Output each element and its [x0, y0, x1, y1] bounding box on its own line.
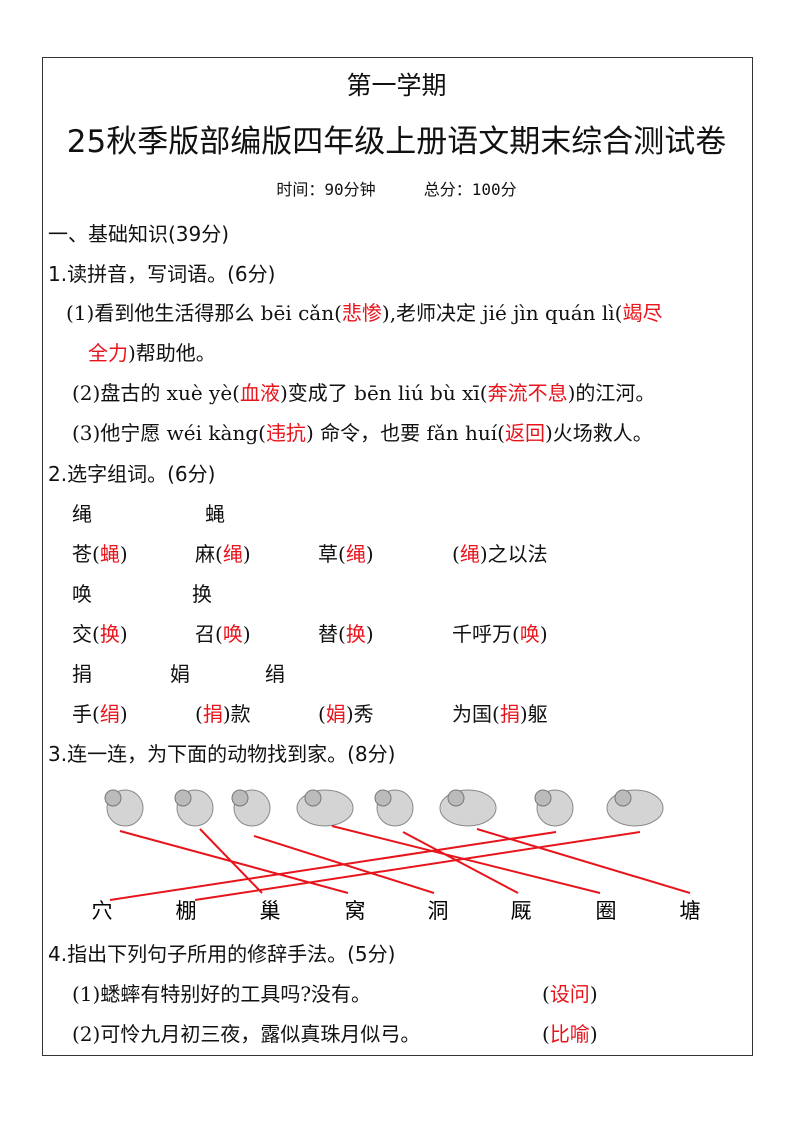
- answer: 唤: [222, 622, 243, 646]
- q1-sentence-2: (2)盘古的 xuè yè(血液)变成了 bēn liú bù xī(奔流不息)…: [72, 381, 656, 405]
- mouse-icon: [231, 789, 271, 827]
- term-label: 第一学期: [346, 71, 447, 100]
- q4-answer-1: (设问): [542, 982, 598, 1006]
- word-item: (捐)款: [195, 702, 251, 726]
- bird-icon: [104, 789, 144, 827]
- answer: 绢: [99, 702, 120, 726]
- answer: 绳: [345, 542, 366, 566]
- question-1-title: 1.读拼音，写词语。(6分): [48, 262, 276, 286]
- fish-icon: [439, 789, 497, 827]
- match-line: [109, 831, 557, 901]
- word-item: 苍(蝇): [72, 542, 128, 566]
- answer: 娟: [325, 702, 346, 726]
- option-char: 捐: [72, 662, 92, 686]
- home-label: 洞: [428, 899, 449, 923]
- answer: 血液: [239, 381, 280, 405]
- answer: 返回: [504, 421, 545, 445]
- answer: 唤: [519, 622, 540, 646]
- match-line: [402, 831, 519, 894]
- answer: 换: [345, 622, 366, 646]
- tiger-icon: [606, 789, 664, 827]
- word-item: (娟)秀: [318, 702, 374, 726]
- answer: 蝇: [99, 542, 120, 566]
- answer: 绳: [459, 542, 480, 566]
- q4-answer-2: (比喻): [542, 1022, 598, 1046]
- home-label: 棚: [176, 899, 197, 923]
- word-item: 召(唤): [195, 622, 251, 646]
- home-label: 巢: [260, 899, 281, 923]
- option-char: 绳: [72, 502, 92, 526]
- word-item: 为国(捐)躯: [452, 702, 548, 726]
- answer: 奔流不息: [487, 381, 568, 405]
- q1-sentence-3: (3)他宁愿 wéi kàng(违抗) 命令，也要 fǎn huí(返回)火场救…: [72, 421, 653, 445]
- answer: 竭尽: [622, 301, 663, 325]
- question-4-title: 4.指出下列句子所用的修辞手法。(5分): [48, 942, 396, 966]
- option-char: 绢: [265, 662, 285, 686]
- total-score: 总分：100分: [423, 180, 517, 199]
- answer: 捐: [202, 702, 223, 726]
- answer: 违抗: [265, 421, 306, 445]
- match-line: [119, 830, 349, 894]
- home-label: 厩: [511, 899, 532, 923]
- dog-icon: [174, 789, 214, 827]
- word-item: 交(换): [72, 622, 128, 646]
- pig-icon: [296, 789, 354, 827]
- word-item: 手(绢): [72, 702, 128, 726]
- option-char: 换: [192, 582, 212, 606]
- exam-info: 时间：90分钟 总分：100分: [0, 176, 793, 200]
- word-item: 草(绳): [318, 542, 374, 566]
- answer: 全力: [88, 341, 128, 365]
- question-3-title: 3.连一连，为下面的动物找到家。(8分): [48, 742, 396, 766]
- home-label: 圈: [596, 899, 617, 923]
- answer: 绳: [222, 542, 243, 566]
- home-label: 塘: [680, 899, 701, 923]
- word-item: (绳)之以法: [452, 542, 548, 566]
- match-line: [476, 828, 691, 894]
- word-item: 千呼万(唤): [452, 622, 548, 646]
- time-limit: 时间：90分钟: [276, 180, 376, 199]
- match-line: [199, 828, 263, 894]
- cow-icon: [534, 789, 574, 827]
- question-2-title: 2.选字组词。(6分): [48, 462, 216, 486]
- answer: 悲惨: [341, 301, 382, 325]
- q1-sentence-1-cont: 全力)帮助他。: [88, 341, 216, 365]
- page-title: 25秋季版部编版四年级上册语文期末综合测试卷: [66, 124, 727, 160]
- option-char: 娟: [170, 662, 190, 686]
- answer: 捐: [499, 702, 520, 726]
- q4-item-1: (1)蟋蟀有特别好的工具吗?没有。: [72, 982, 372, 1006]
- option-char: 蝇: [205, 502, 225, 526]
- section-heading: 一、基础知识(39分): [48, 222, 230, 246]
- word-item: 替(换): [318, 622, 374, 646]
- home-label: 窝: [345, 899, 366, 923]
- answer: 换: [99, 622, 120, 646]
- q4-item-2: (2)可怜九月初三夜，露似真珠月似弓。: [72, 1022, 421, 1046]
- page-border: [42, 57, 753, 1056]
- option-char: 唤: [72, 582, 92, 606]
- home-label: 穴: [92, 899, 113, 923]
- q1-sentence-1: (1)看到他生活得那么 bēi cǎn(悲惨),老师决定 jié jìn quá…: [66, 301, 663, 325]
- word-item: 麻(绳): [195, 542, 251, 566]
- horse-icon: [374, 789, 414, 827]
- match-line: [194, 831, 641, 901]
